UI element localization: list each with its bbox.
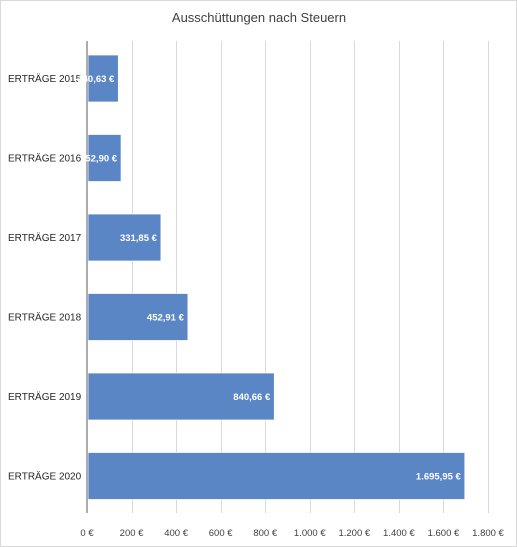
x-tick-label: 0 € — [80, 528, 94, 539]
bar — [87, 134, 122, 182]
data-label: 840,66 € — [233, 392, 271, 403]
category-label: ERTRÄGE 2018 — [8, 312, 82, 324]
category-label: ERTRÄGE 2019 — [8, 391, 82, 403]
bar — [87, 372, 275, 421]
data-label: 452,91 € — [147, 313, 185, 324]
data-label: 140,63 € — [77, 74, 115, 85]
x-tick-label: 400 € — [164, 528, 188, 539]
data-labels: 140,63 € 152,90 € 331,85 € 452,91 € 840,66 €… — [77, 74, 461, 483]
x-tick-label: 1.600 € — [428, 528, 460, 539]
chart-title: Ausschüttungen nach Steuern — [172, 10, 346, 25]
bar — [87, 452, 466, 500]
gridlines — [132, 41, 489, 513]
x-tick-label: 1.800 € — [472, 528, 504, 539]
bars — [87, 54, 466, 500]
x-tick-label: 1.200 € — [338, 528, 370, 539]
x-tick-label: 200 € — [120, 528, 144, 539]
category-label: ERTRÄGE 2016 — [8, 153, 82, 165]
category-label: ERTRÄGE 2017 — [8, 232, 82, 244]
x-tick-label: 1.400 € — [383, 528, 415, 539]
x-tick-label: 800 € — [253, 528, 277, 539]
category-label: ERTRÄGE 2020 — [8, 471, 82, 483]
data-label: 1.695,95 € — [416, 472, 462, 483]
x-tick-label: 600 € — [209, 528, 233, 539]
bar — [87, 293, 189, 341]
x-tick-label: 1.000 € — [294, 528, 326, 539]
bar — [87, 54, 119, 103]
data-label: 152,90 € — [80, 154, 118, 165]
value-axis-ticks: 0 € 200 € 400 € 600 € 800 € 1.000 € 1.200 € 1.4… — [80, 528, 504, 539]
category-label: ERTRÄGE 2015 — [8, 73, 82, 85]
category-labels: ERTRÄGE 2015 ERTRÄGE 2016 ERTRÄGE 2017 ERTR… — [8, 73, 82, 483]
data-label: 331,85 € — [120, 233, 158, 244]
bar — [87, 213, 162, 262]
